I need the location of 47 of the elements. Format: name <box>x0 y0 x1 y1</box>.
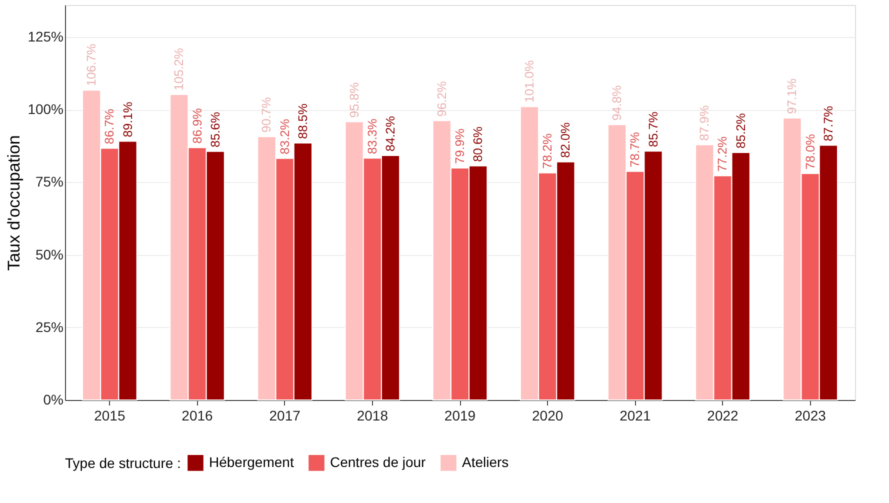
data-label: 87.9% <box>698 105 712 141</box>
data-label: 80.6% <box>471 126 486 162</box>
data-label: 87.7% <box>821 106 836 142</box>
data-label: 86.7% <box>102 108 117 144</box>
data-label: 78.2% <box>540 133 555 169</box>
legend-title: Type de structure : <box>65 455 181 471</box>
legend-label: Centres de jour <box>330 454 426 470</box>
data-label: 96.2% <box>434 81 449 117</box>
y-tick-label: 0% <box>43 392 64 408</box>
legend-label: Hébergement <box>209 454 294 470</box>
data-label: 90.7% <box>260 97 274 133</box>
data-label: 85.7% <box>646 112 660 148</box>
x-tick-label: 2017 <box>269 408 301 424</box>
data-label: 85.2% <box>734 113 748 149</box>
data-label: 86.9% <box>190 108 204 144</box>
data-label: 78.0% <box>803 134 818 170</box>
data-label: 105.2% <box>172 48 186 90</box>
data-label: 79.9% <box>453 128 467 164</box>
x-tick-label: 2023 <box>794 408 826 424</box>
y-tick-label: 125% <box>28 28 64 44</box>
y-axis-title: Taux d'occupation <box>4 135 24 271</box>
data-label: 83.3% <box>365 118 380 154</box>
data-label: 88.5% <box>296 104 310 139</box>
x-tick-label: 2019 <box>444 408 476 424</box>
x-tick-label: 2016 <box>182 408 214 424</box>
y-tick-label: 50% <box>35 246 64 262</box>
data-label: 82.0% <box>558 122 573 158</box>
data-label: 94.8% <box>610 85 624 121</box>
x-tick-label: 2021 <box>620 408 651 424</box>
data-label: 101.0% <box>522 60 536 103</box>
x-tick-label: 2015 <box>94 408 126 424</box>
y-tick-label: 75% <box>35 174 64 190</box>
x-tick-label: 2022 <box>707 408 739 424</box>
data-label: 97.1% <box>785 78 800 114</box>
x-tick-label: 2020 <box>532 408 564 424</box>
data-label: 106.7% <box>84 44 99 86</box>
data-label: 83.2% <box>278 118 292 154</box>
legend-label: Ateliers <box>462 454 509 470</box>
x-tick-label: 2018 <box>356 408 388 424</box>
data-label: 77.2% <box>716 136 730 172</box>
data-label: 95.8% <box>347 82 362 118</box>
data-label: 85.6% <box>208 112 222 148</box>
data-label: 78.7% <box>628 132 642 168</box>
y-tick-label: 25% <box>35 318 64 335</box>
data-label: 84.2% <box>384 116 398 152</box>
y-tick-label: 100% <box>28 101 64 118</box>
data-label: 89.1% <box>120 102 135 138</box>
